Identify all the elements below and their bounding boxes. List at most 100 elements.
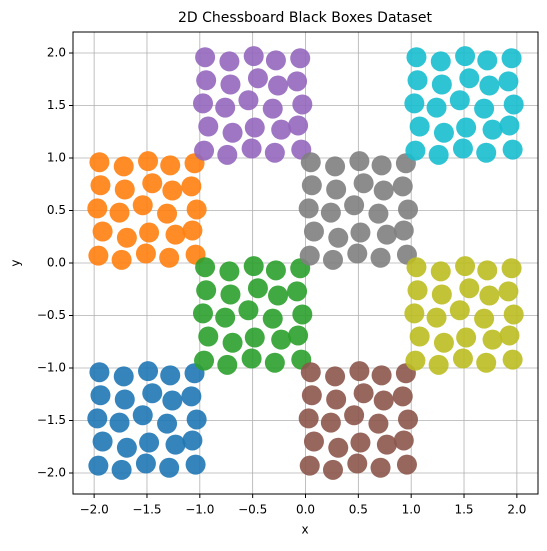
x-axis-label: x — [301, 523, 308, 537]
point — [322, 249, 343, 270]
point — [300, 152, 321, 173]
point — [288, 325, 309, 346]
x-tick-label: 2.0 — [507, 503, 526, 517]
point — [244, 117, 265, 138]
y-tick-label: −2.0 — [37, 466, 66, 480]
point — [503, 94, 524, 115]
point — [114, 179, 135, 200]
point — [116, 437, 137, 458]
point — [142, 383, 163, 404]
y-tick-label: 0.0 — [47, 256, 66, 270]
point — [217, 354, 238, 375]
point — [238, 90, 259, 111]
point — [407, 70, 428, 91]
point — [287, 71, 308, 92]
point — [392, 176, 413, 197]
point — [157, 413, 178, 434]
point — [198, 326, 219, 347]
point — [87, 408, 108, 429]
point — [326, 389, 347, 410]
point — [301, 385, 322, 406]
point — [349, 151, 370, 172]
point — [501, 48, 522, 69]
point — [247, 278, 268, 299]
point — [111, 249, 132, 270]
point — [194, 140, 215, 161]
point — [111, 459, 132, 480]
point — [452, 348, 473, 369]
y-tick-label: −0.5 — [37, 308, 66, 322]
point — [405, 350, 426, 371]
point — [426, 97, 447, 118]
point — [376, 224, 397, 245]
point — [498, 281, 519, 302]
point — [241, 138, 262, 159]
point — [328, 437, 349, 458]
point — [431, 74, 452, 95]
point — [88, 455, 109, 476]
point — [116, 227, 137, 248]
point — [326, 179, 347, 200]
point — [92, 221, 113, 242]
point — [241, 348, 262, 369]
chart-title: 2D Chessboard Black Boxes Dataset — [178, 10, 432, 26]
point — [186, 409, 207, 430]
point — [502, 349, 523, 370]
point — [159, 457, 180, 478]
point — [477, 50, 498, 71]
point — [398, 409, 419, 430]
point — [165, 434, 186, 455]
point — [288, 115, 309, 136]
point — [409, 326, 430, 347]
point — [215, 97, 236, 118]
y-axis-label: y — [9, 259, 23, 266]
point — [298, 408, 319, 429]
point — [433, 332, 454, 353]
point — [371, 155, 392, 176]
point — [132, 195, 153, 216]
point — [244, 327, 265, 348]
point — [325, 156, 346, 177]
point — [474, 308, 495, 329]
point — [373, 390, 394, 411]
point — [474, 98, 495, 119]
point — [322, 459, 343, 480]
point — [405, 140, 426, 161]
point — [368, 203, 389, 224]
y-tick-label: 2.0 — [47, 46, 66, 60]
point — [162, 390, 183, 411]
point — [182, 220, 203, 241]
point — [109, 412, 130, 433]
point — [238, 300, 259, 321]
point — [455, 256, 476, 277]
point — [109, 202, 130, 223]
point — [220, 284, 241, 305]
point — [431, 284, 452, 305]
point — [476, 352, 497, 373]
point — [347, 453, 368, 474]
point — [271, 119, 292, 140]
x-tick-label: −1.5 — [132, 503, 161, 517]
point — [328, 227, 349, 248]
point — [449, 90, 470, 111]
point — [398, 199, 419, 220]
point — [350, 432, 371, 453]
x-tick-label: 1.0 — [402, 503, 421, 517]
point — [89, 362, 110, 383]
point — [88, 245, 109, 266]
point — [344, 405, 365, 426]
point — [287, 281, 308, 302]
point — [186, 199, 207, 220]
point — [138, 151, 159, 172]
point — [181, 176, 202, 197]
point — [406, 257, 427, 278]
point — [247, 68, 268, 89]
x-tick-label: −2.0 — [80, 503, 109, 517]
point — [159, 247, 180, 268]
point — [503, 304, 524, 325]
point — [299, 455, 320, 476]
point — [344, 195, 365, 216]
point — [499, 325, 520, 346]
